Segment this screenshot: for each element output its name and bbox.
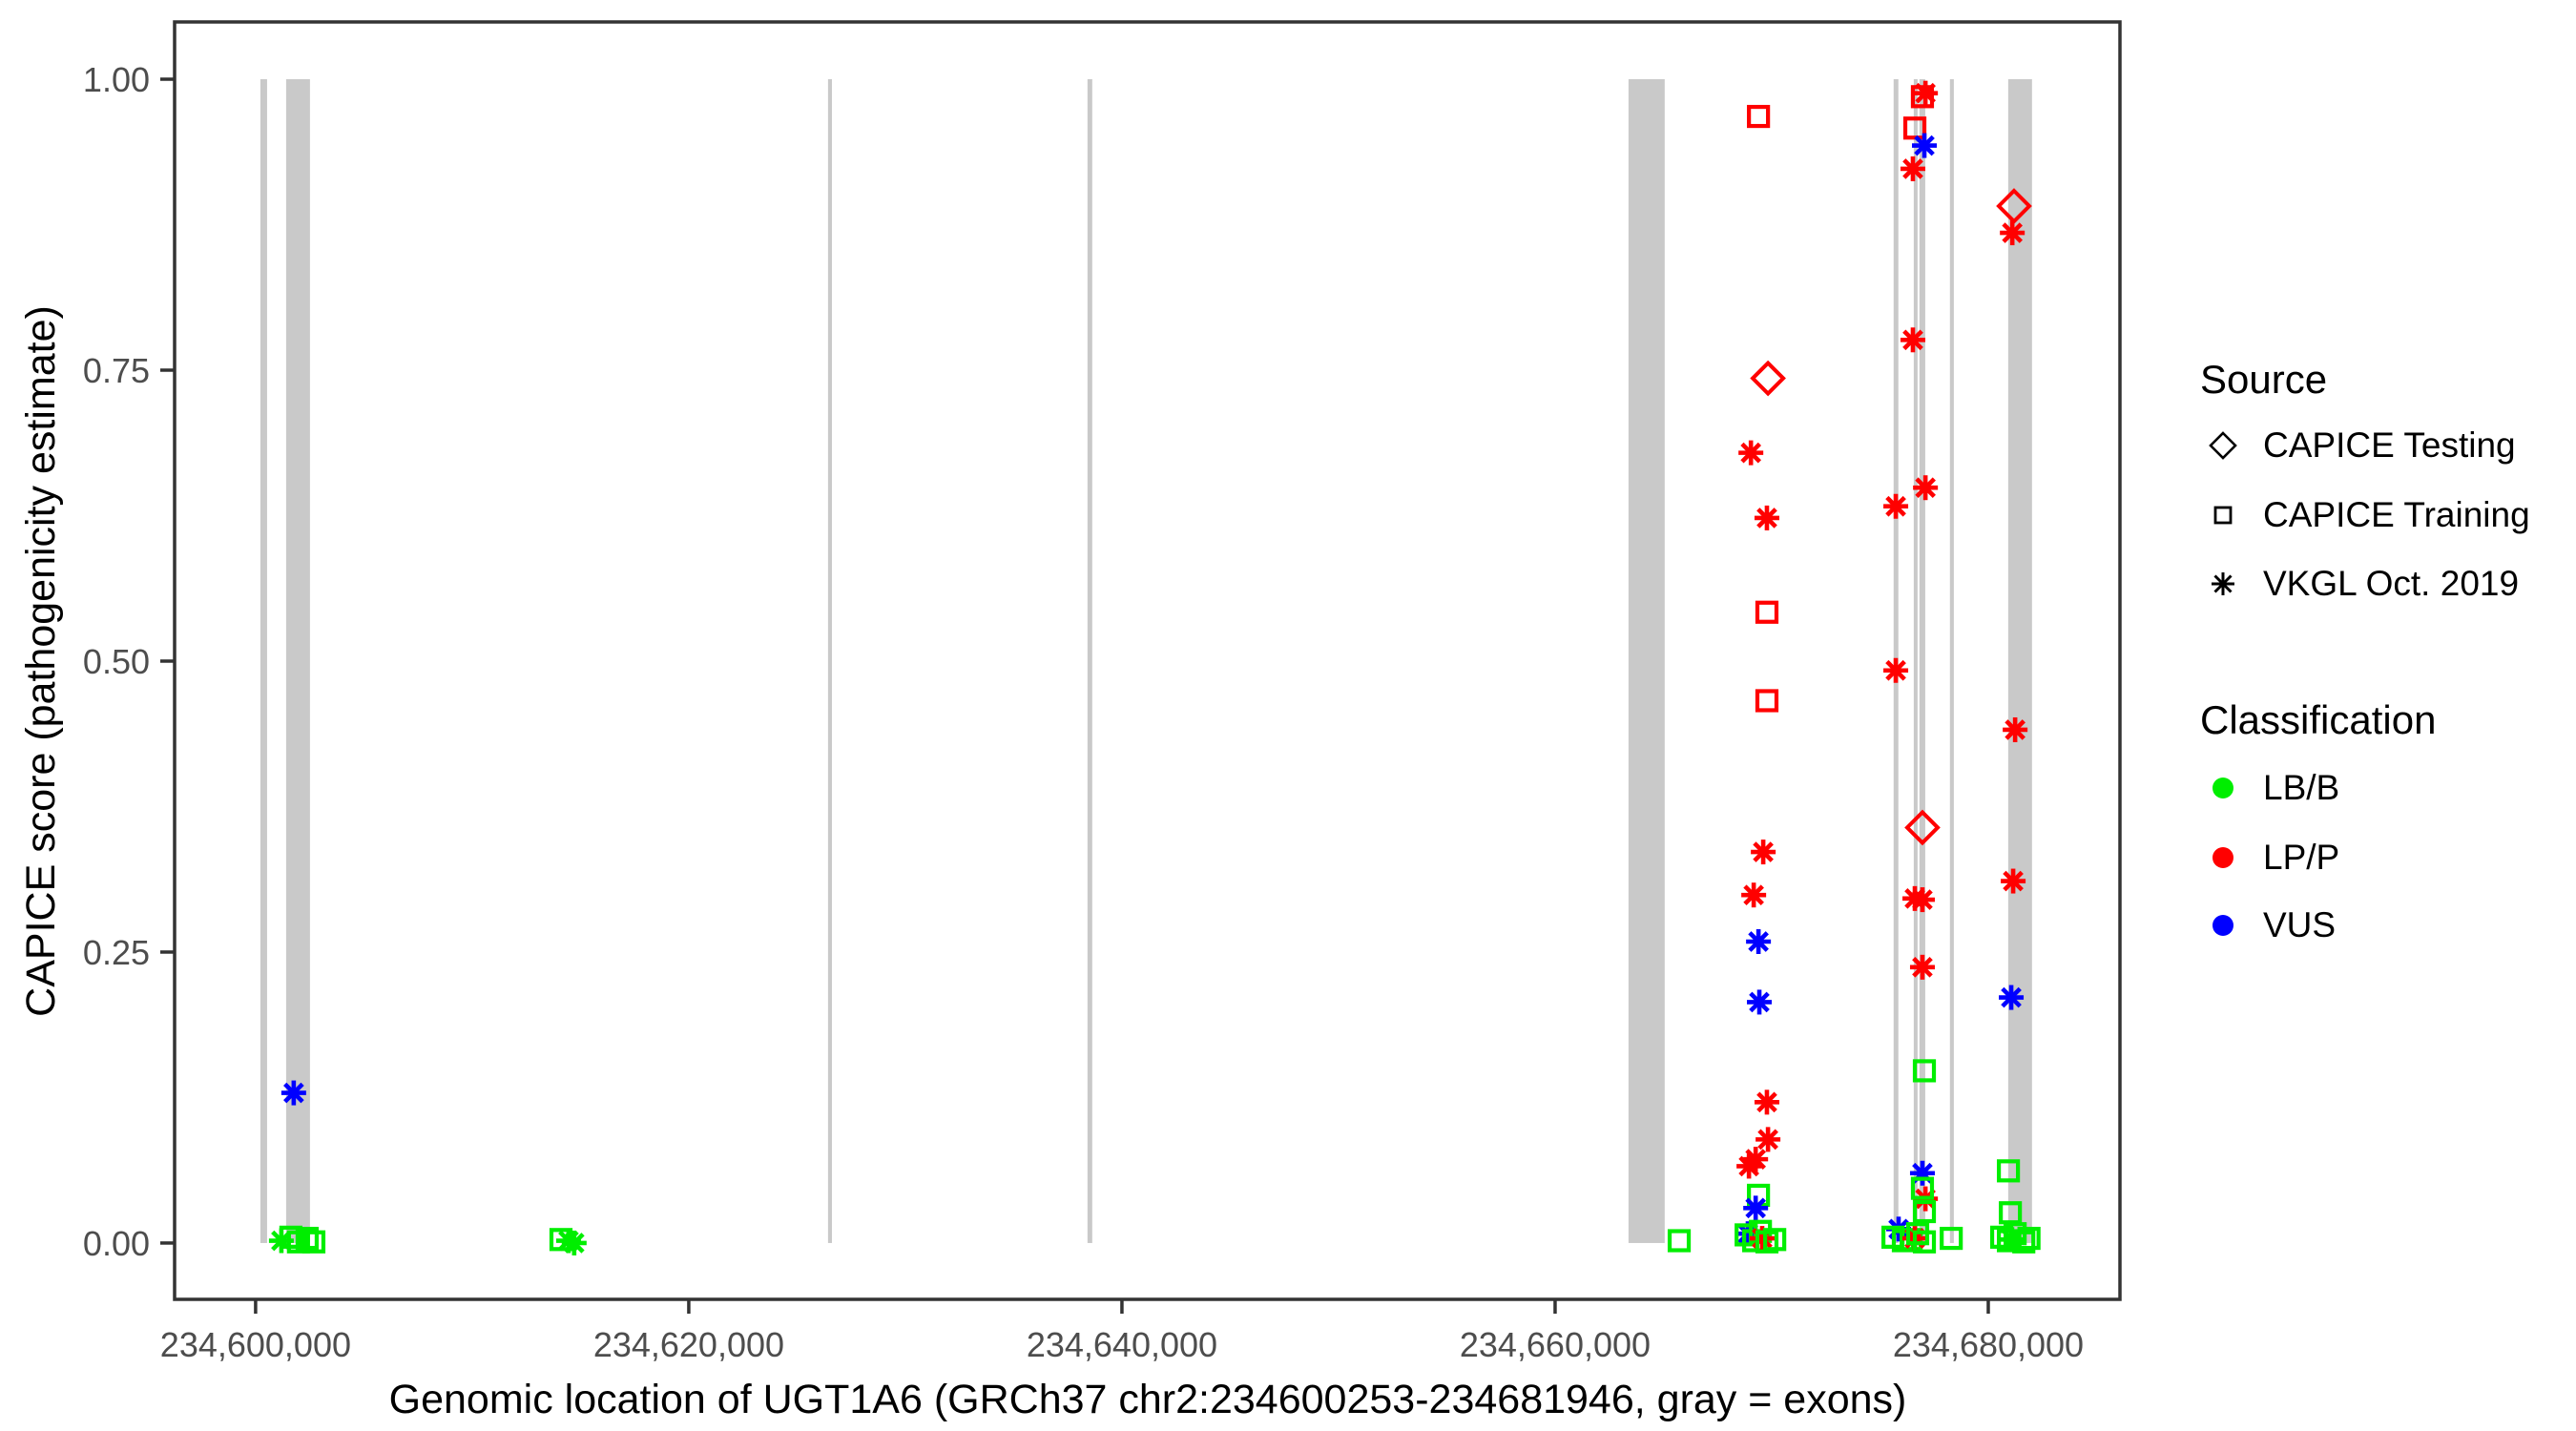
point-square xyxy=(1912,1059,1937,1083)
legend-classification-title: Classification xyxy=(2200,697,2437,742)
green-dot-icon xyxy=(2202,767,2244,809)
x-tick-label: 234,640,000 xyxy=(1027,1325,1217,1364)
point-asterisk xyxy=(1746,928,1772,954)
exon-bar xyxy=(1919,79,1925,1243)
exon-bar xyxy=(285,79,310,1243)
point-square xyxy=(1910,1176,1935,1200)
y-tick-label: 0.50 xyxy=(83,642,150,681)
legend-item-label: VKGL Oct. 2019 xyxy=(2263,564,2520,603)
exon-bar xyxy=(1628,79,1665,1243)
legend-item-label: CAPICE Training xyxy=(2263,495,2530,534)
legend-item-label: VUS xyxy=(2263,905,2337,944)
point-asterisk xyxy=(1912,133,1938,158)
point-asterisk xyxy=(1741,882,1767,908)
point-square xyxy=(1940,1226,1963,1251)
legend-item-vus: VUS xyxy=(2202,904,2336,946)
red-dot-icon xyxy=(2202,837,2244,879)
blue-dot-icon xyxy=(2202,904,2244,946)
point-asterisk xyxy=(1909,954,1935,980)
x-tick-label: 234,680,000 xyxy=(1893,1325,2084,1364)
legend-item-label: CAPICE Testing xyxy=(2263,425,2516,465)
axis-ticks-layer: 234,600,000 234,620,000 234,640,000 234,660… xyxy=(83,60,2084,1364)
point-asterisk xyxy=(2000,220,2025,246)
point-asterisk xyxy=(1883,493,1909,519)
legend-item-capice-training: CAPICE Training xyxy=(2202,494,2530,536)
legend-item-lpp: LP/P xyxy=(2202,837,2339,879)
exon-bar xyxy=(1913,79,1918,1243)
point-square xyxy=(2017,1226,2041,1251)
point-square xyxy=(1755,600,1779,624)
exon-bar xyxy=(1949,79,1954,1243)
point-square xyxy=(301,1230,326,1254)
legend-item-vkgl: VKGL Oct. 2019 xyxy=(2202,563,2519,605)
point-asterisk xyxy=(1743,1147,1769,1172)
point-asterisk xyxy=(1751,840,1776,865)
point-asterisk xyxy=(1754,1089,1779,1115)
point-asterisk xyxy=(2003,716,2028,742)
y-tick-label: 1.00 xyxy=(83,60,150,99)
y-tick-label: 0.25 xyxy=(83,933,150,972)
exon-bar xyxy=(260,79,267,1243)
point-asterisk xyxy=(280,1080,306,1106)
point-square xyxy=(1667,1229,1692,1253)
point-asterisk xyxy=(1755,1127,1781,1152)
x-tick-label: 234,660,000 xyxy=(1460,1325,1651,1364)
point-square xyxy=(1763,1228,1787,1252)
point-square xyxy=(1747,104,1771,129)
point-asterisk xyxy=(1743,1195,1769,1221)
exon-bar xyxy=(827,79,832,1243)
point-asterisk xyxy=(2001,868,2026,894)
y-tick-label: 0.00 xyxy=(83,1224,150,1263)
x-tick-label: 234,620,000 xyxy=(593,1325,784,1364)
y-tick-label: 0.75 xyxy=(83,351,150,390)
x-tick-label: 234,600,000 xyxy=(160,1325,351,1364)
legend-item-capice-testing: CAPICE Testing xyxy=(2202,425,2516,467)
exon-bar xyxy=(1087,79,1092,1243)
exon-bar xyxy=(2007,79,2032,1243)
point-asterisk xyxy=(1900,156,1925,181)
point-asterisk xyxy=(1999,985,2025,1010)
point-asterisk xyxy=(1900,327,1925,353)
x-axis-title: Genomic location of UGT1A6 (GRCh37 chr2:… xyxy=(389,1377,1907,1422)
point-asterisk xyxy=(1754,505,1779,530)
point-diamond xyxy=(1750,360,1786,397)
point-square xyxy=(1755,689,1779,713)
point-square xyxy=(295,1226,320,1251)
data-points-layer xyxy=(268,80,2041,1255)
point-asterisk xyxy=(1909,887,1935,913)
point-asterisk xyxy=(561,1230,587,1255)
point-asterisk xyxy=(1747,989,1773,1015)
point-asterisk xyxy=(1913,80,1939,106)
legend-item-label: LP/P xyxy=(2263,838,2340,877)
plot-panel-border xyxy=(173,20,2122,1301)
point-square xyxy=(1912,1199,1937,1224)
point-asterisk xyxy=(1883,657,1909,683)
legend-item-lbb: LB/B xyxy=(2202,767,2339,809)
legend-item-label: LB/B xyxy=(2263,768,2340,807)
legend-source-title: Source xyxy=(2200,357,2328,402)
point-asterisk xyxy=(1738,440,1764,466)
exon-bars-layer xyxy=(260,79,2032,1243)
square-open-icon xyxy=(2202,494,2244,536)
point-asterisk xyxy=(1913,475,1939,501)
diamond-open-icon xyxy=(2202,425,2244,467)
asterisk-icon xyxy=(2202,563,2244,605)
point-square xyxy=(2012,1230,2036,1254)
point-diamond xyxy=(1904,809,1941,846)
point-square xyxy=(1912,1230,1937,1254)
point-square xyxy=(1996,1159,2021,1183)
y-axis-title: CAPICE score (pathogenicity estimate) xyxy=(18,305,64,1017)
